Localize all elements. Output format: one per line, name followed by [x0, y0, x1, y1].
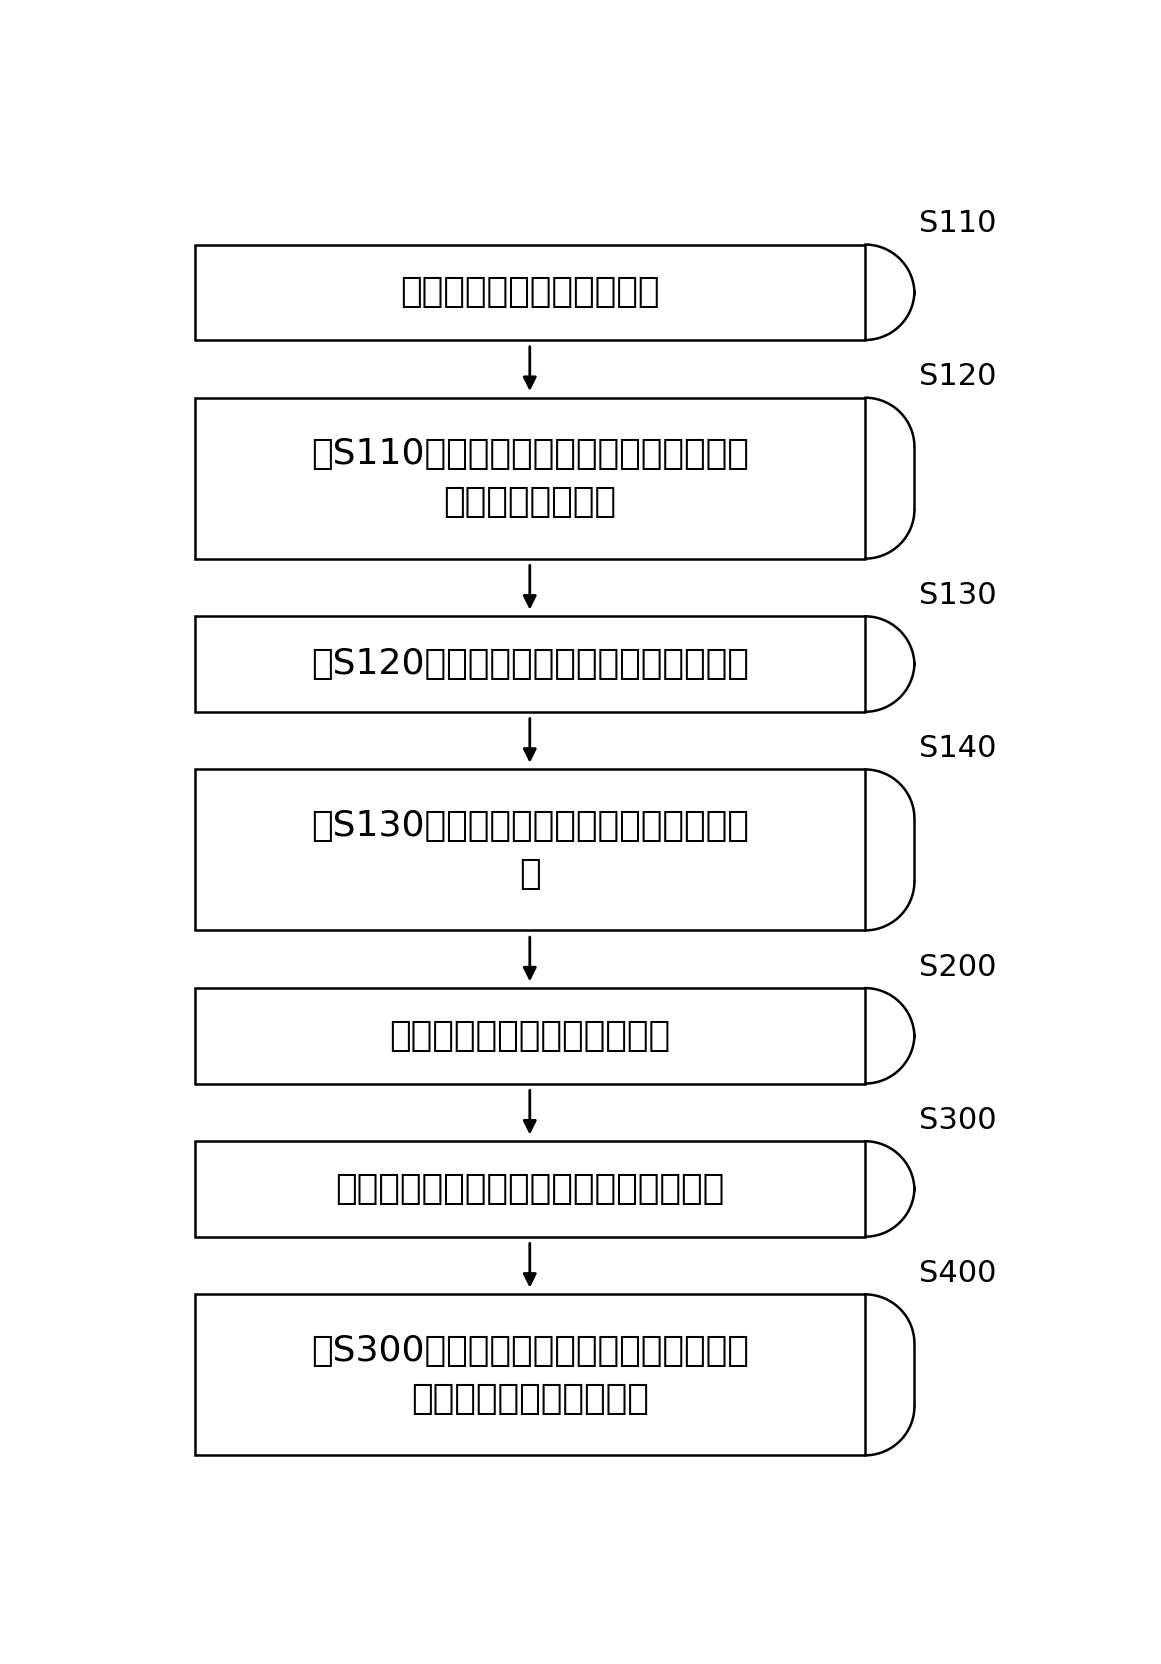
Bar — [195, 769, 865, 930]
Bar — [195, 1142, 865, 1236]
Text: S120: S120 — [920, 363, 996, 391]
Text: S110: S110 — [920, 210, 996, 238]
Bar — [195, 988, 865, 1083]
Text: 将S120所得的热处理后物料进行粉碎处理: 将S120所得的热处理后物料进行粉碎处理 — [311, 647, 749, 681]
Text: S130: S130 — [920, 581, 996, 611]
Text: 将S110所得的清洗干燥后含碳原料在惰性
气氛下进行热处理: 将S110所得的清洗干燥后含碳原料在惰性 气氛下进行热处理 — [311, 438, 749, 519]
Text: S200: S200 — [920, 953, 996, 982]
Text: 将S130所得的物料依次进行超声酸洗和水
洗: 将S130所得的物料依次进行超声酸洗和水 洗 — [311, 809, 749, 890]
Text: 将S300所得的包覆后预锂化硬碳前驱体在
惰性气氛下进行炭化处理: 将S300所得的包覆后预锂化硬碳前驱体在 惰性气氛下进行炭化处理 — [311, 1335, 749, 1416]
Bar — [195, 1295, 865, 1456]
Text: S300: S300 — [920, 1107, 996, 1135]
Text: 将含碳原料进行清洗并干燥: 将含碳原料进行清洗并干燥 — [401, 275, 659, 310]
Bar — [195, 398, 865, 559]
Bar — [195, 245, 865, 339]
Text: S400: S400 — [920, 1260, 996, 1288]
Text: 将预锂化硬碳前驱体与氥青进行包覆处理: 将预锂化硬碳前驱体与氥青进行包覆处理 — [336, 1171, 724, 1206]
Text: 将硬碳前驱体进行预锂化处理: 将硬碳前驱体进行预锂化处理 — [389, 1018, 670, 1053]
Text: S140: S140 — [920, 734, 996, 764]
Bar — [195, 616, 865, 712]
